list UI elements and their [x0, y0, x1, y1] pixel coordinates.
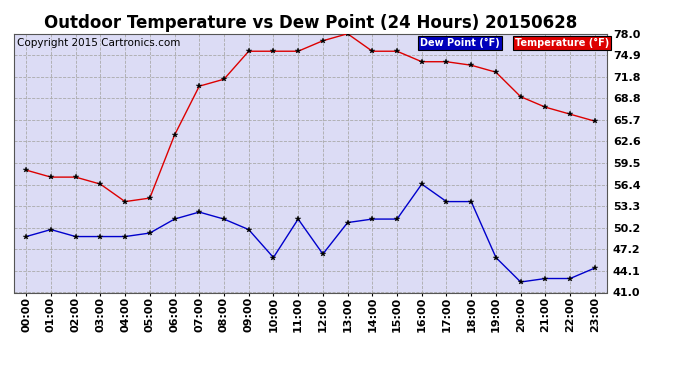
Text: Dew Point (°F): Dew Point (°F)	[420, 38, 500, 48]
Text: Copyright 2015 Cartronics.com: Copyright 2015 Cartronics.com	[17, 38, 180, 48]
Title: Outdoor Temperature vs Dew Point (24 Hours) 20150628: Outdoor Temperature vs Dew Point (24 Hou…	[44, 14, 577, 32]
Text: Temperature (°F): Temperature (°F)	[515, 38, 609, 48]
